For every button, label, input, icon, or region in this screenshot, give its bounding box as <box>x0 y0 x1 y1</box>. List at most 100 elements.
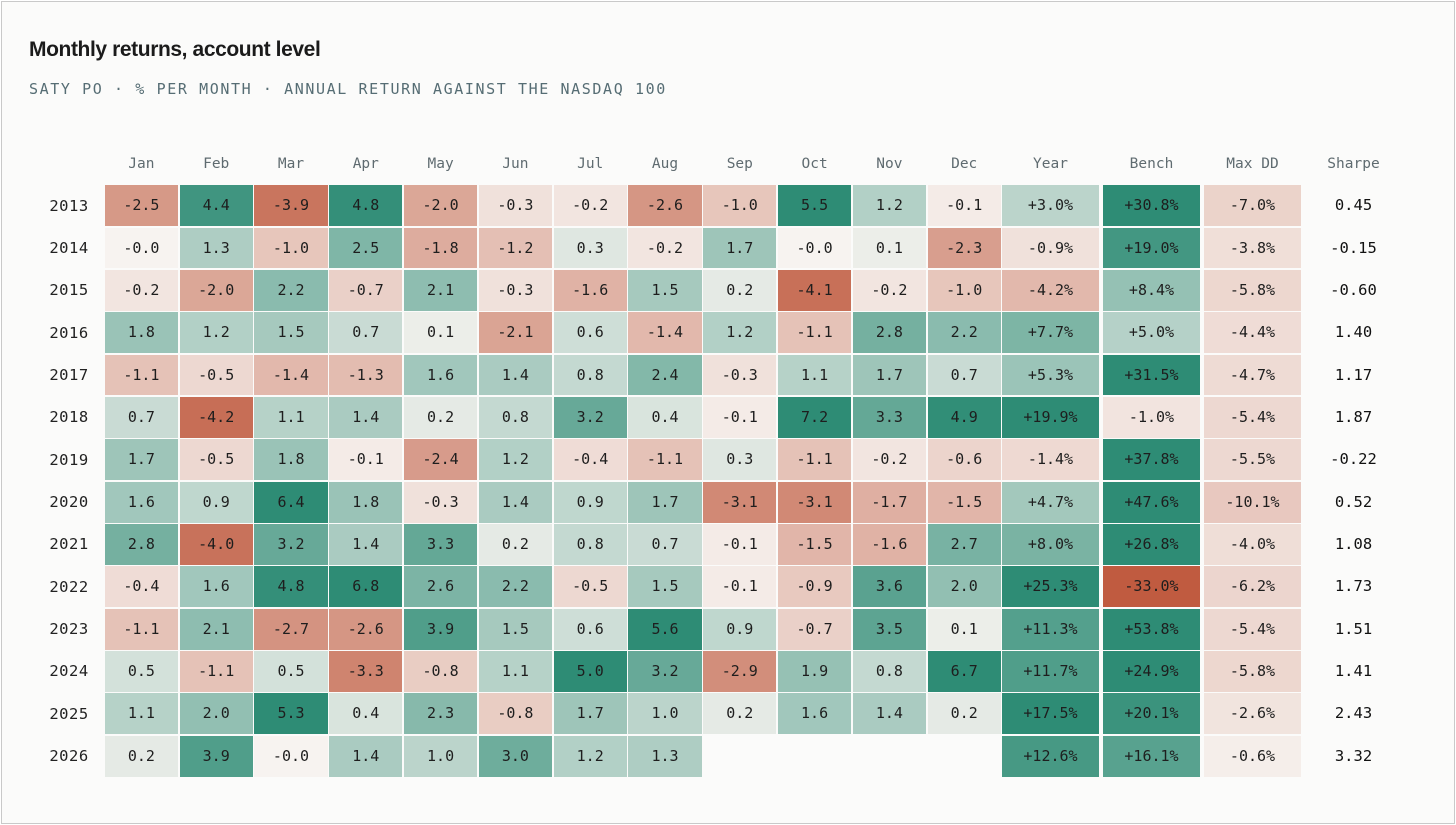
month-cell: -2.9 <box>703 651 777 692</box>
row-year-label: 2014 <box>49 238 89 257</box>
month-cell: -0.2 <box>852 269 927 311</box>
month-cell: -1.6 <box>852 524 927 565</box>
month-cell: -2.7 <box>254 608 328 650</box>
month-cell: 4.8 <box>254 566 328 608</box>
year-return-cell: +17.5% <box>1001 693 1100 735</box>
month-cell: -4.0 <box>179 524 253 565</box>
month-cell: 5.3 <box>254 693 328 735</box>
column-header-max-dd: Max DD <box>1226 156 1279 172</box>
bench-return-cell: +24.9% <box>1102 651 1201 692</box>
bench-return-cell: +53.8% <box>1102 608 1201 650</box>
month-cell: -1.8 <box>403 227 478 269</box>
bench-return-cell: +8.4% <box>1102 269 1201 311</box>
month-cell: -1.1 <box>104 608 179 650</box>
year-return-cell: +4.7% <box>1001 481 1100 523</box>
month-cell: 0.2 <box>927 693 1001 735</box>
column-header-sharpe: Sharpe <box>1327 156 1380 172</box>
chart-title: Monthly returns, account level <box>29 38 321 61</box>
month-cell: -0.1 <box>703 524 777 565</box>
month-cell: 1.2 <box>703 312 777 354</box>
month-cell: -2.3 <box>927 227 1001 269</box>
month-cell: 1.8 <box>254 439 328 481</box>
month-cell: -0.3 <box>703 354 777 396</box>
row-year-label: 2016 <box>49 323 89 342</box>
column-header-jun: Jun <box>502 156 529 172</box>
max-drawdown-cell: -4.4% <box>1203 312 1302 354</box>
month-cell: 1.4 <box>329 524 403 565</box>
row-year-label: 2017 <box>49 365 89 384</box>
month-cell: 2.3 <box>403 693 478 735</box>
max-drawdown-cell: -5.5% <box>1203 439 1302 481</box>
month-cell: -1.0 <box>254 227 328 269</box>
month-cell: 1.5 <box>628 269 702 311</box>
month-cell: 1.4 <box>329 735 403 777</box>
month-cell: 0.9 <box>179 481 253 523</box>
month-cell: 0.1 <box>927 608 1001 650</box>
month-cell: 0.2 <box>478 524 553 565</box>
month-cell: 1.4 <box>329 397 403 438</box>
row-year-label: 2022 <box>49 577 89 596</box>
month-cell: 0.1 <box>852 227 927 269</box>
month-cell: -0.0 <box>254 735 328 777</box>
month-cell: 1.2 <box>852 185 927 227</box>
month-cell: 1.0 <box>628 693 702 735</box>
month-cell: 6.4 <box>254 481 328 523</box>
month-cell: 1.1 <box>254 397 328 438</box>
month-cell: 3.2 <box>553 397 627 438</box>
sharpe-cell: 1.40 <box>1334 323 1373 342</box>
month-cell: -1.5 <box>927 481 1001 523</box>
month-cell: 3.5 <box>852 608 927 650</box>
sharpe-cell: 1.51 <box>1334 619 1373 638</box>
month-cell: -0.2 <box>852 439 927 481</box>
year-return-cell: -0.9% <box>1001 227 1100 269</box>
month-cell: 1.7 <box>628 481 702 523</box>
month-cell: 0.7 <box>927 354 1001 396</box>
month-cell: 1.5 <box>478 608 553 650</box>
month-cell: 1.5 <box>628 566 702 608</box>
month-cell: -1.0 <box>927 269 1001 311</box>
month-cell: -0.1 <box>329 439 403 481</box>
column-header-year: Year <box>1033 156 1068 172</box>
month-cell: 3.9 <box>179 735 253 777</box>
month-cell: 0.4 <box>628 397 702 438</box>
month-cell: 0.2 <box>703 269 777 311</box>
month-cell: 0.5 <box>254 651 328 692</box>
max-drawdown-cell: -2.6% <box>1203 693 1302 735</box>
month-cell: 1.2 <box>553 735 627 777</box>
column-header-feb: Feb <box>203 156 230 172</box>
month-cell: -0.4 <box>553 439 627 481</box>
month-cell: -0.5 <box>179 439 253 481</box>
month-cell: 1.0 <box>403 735 478 777</box>
month-cell: 4.4 <box>179 185 253 227</box>
month-cell: 1.7 <box>852 354 927 396</box>
row-year-label: 2023 <box>49 620 89 638</box>
month-cell: -1.1 <box>179 651 253 692</box>
month-cell: -0.3 <box>403 481 478 523</box>
month-cell: 0.2 <box>104 735 179 777</box>
sharpe-cell: 0.45 <box>1334 196 1373 215</box>
month-cell: -2.1 <box>478 312 553 354</box>
year-return-cell: +5.3% <box>1001 354 1100 396</box>
month-cell: -3.9 <box>254 185 328 227</box>
month-cell: 1.7 <box>104 439 179 481</box>
month-cell: -1.1 <box>104 354 179 396</box>
year-return-cell: -1.4% <box>1001 439 1100 481</box>
month-cell: -0.1 <box>927 185 1001 227</box>
max-drawdown-cell: -6.2% <box>1203 566 1302 608</box>
month-cell: 0.9 <box>703 608 777 650</box>
month-cell: -2.5 <box>104 185 179 227</box>
column-header-oct: Oct <box>801 156 828 172</box>
month-cell: -2.0 <box>179 269 253 311</box>
year-return-cell: +11.7% <box>1001 651 1100 692</box>
sharpe-cell: -0.22 <box>1330 450 1377 469</box>
column-header-dec: Dec <box>951 156 978 172</box>
month-cell: 0.2 <box>403 397 478 438</box>
year-return-cell: +25.3% <box>1001 566 1100 608</box>
month-cell: 1.3 <box>628 735 702 777</box>
max-drawdown-cell: -4.0% <box>1203 524 1302 565</box>
sharpe-cell: 1.41 <box>1334 662 1373 681</box>
chart-subtitle: SATY PO · % PER MONTH · ANNUAL RETURN AG… <box>29 80 667 98</box>
row-year-label: 2015 <box>49 281 89 300</box>
month-cell: 1.5 <box>254 312 328 354</box>
